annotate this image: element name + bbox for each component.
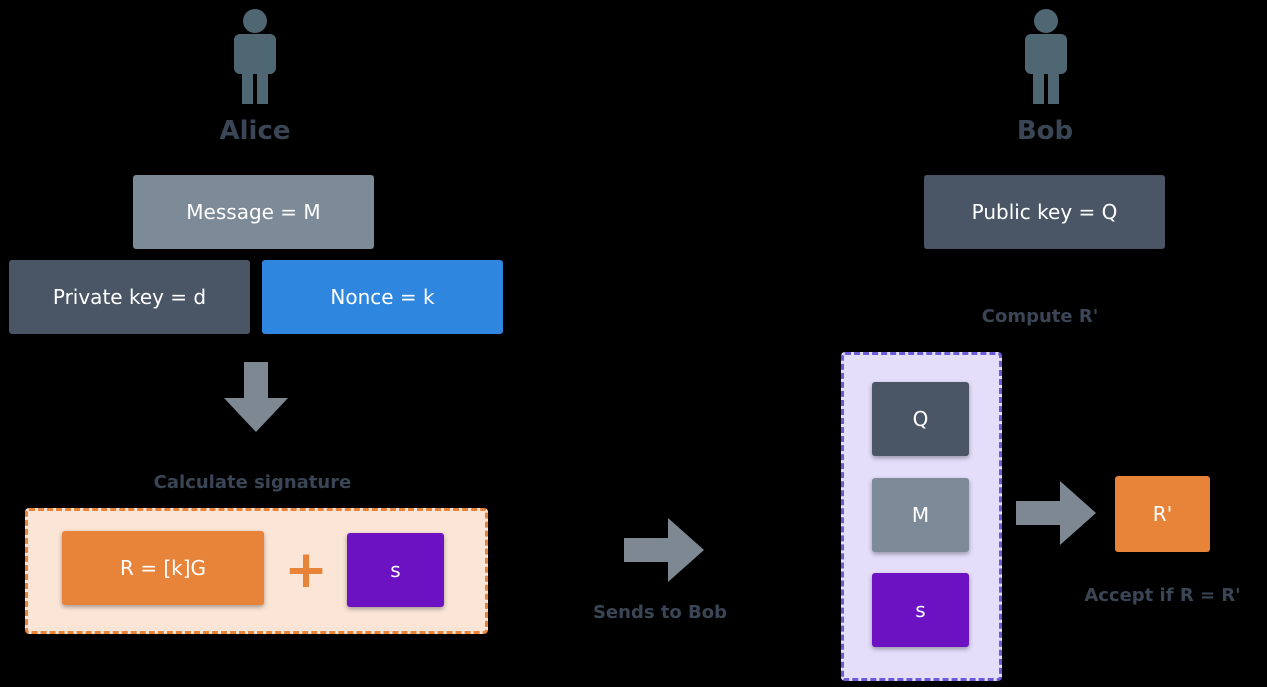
accept-condition-label: Accept if R = R' [1084,585,1241,606]
alice-name-label: Alice [219,116,291,146]
plus-sign: + [284,540,328,600]
public-key-box: Public key = Q [924,175,1165,249]
r-value-box: R = [k]G [62,531,264,605]
calculate-signature-label: Calculate signature [153,472,352,493]
bob-person-icon [1025,9,1067,104]
bob-name-label: Bob [1016,116,1074,146]
send-arrow-icon [624,518,704,582]
private-key-box: Private key = d [9,260,250,334]
down-arrow-icon [224,362,288,432]
s-value-box: s [347,533,444,607]
q-box: Q [872,382,969,456]
m-box: M [872,478,969,552]
sends-to-bob-label: Sends to Bob [592,602,728,623]
message-box: Message = M [133,175,374,249]
compute-r-prime-label: Compute R' [981,306,1099,327]
nonce-box: Nonce = k [262,260,503,334]
s-box: s [872,573,969,647]
alice-person-icon [234,9,276,104]
compute-arrow-icon [1016,481,1096,545]
r-prime-box: R' [1115,476,1210,552]
